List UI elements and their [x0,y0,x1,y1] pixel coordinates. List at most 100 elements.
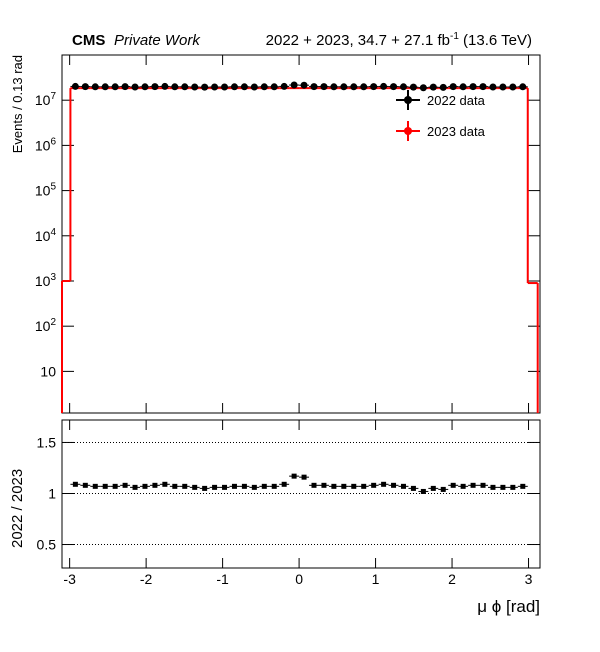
data-point [101,83,109,91]
ratio-point [391,482,397,488]
chart-subtitle: Private Work [114,32,201,49]
ratio-point [92,483,98,489]
data-point [280,82,288,90]
y-tick-label: 106 [35,136,57,153]
data-point [509,83,517,91]
data-point [519,83,527,91]
y-tick-label: 10 [40,363,56,379]
chart-title: CMS [72,32,105,49]
ratio-point [490,484,496,490]
ratio-point [331,483,337,489]
data-point [300,81,308,89]
data-point [81,83,89,91]
x-tick-label: 3 [525,571,533,587]
ratio-point [212,484,218,490]
data-point [211,83,219,91]
ratio-point [480,482,486,488]
y-axis-label: 2022 / 2023 [9,469,26,548]
ratio-point [182,483,188,489]
data-point [469,83,477,91]
ratio-point [281,481,287,487]
ratio-point [460,483,466,489]
ratio-point [102,483,108,489]
ratio-point [321,482,327,488]
data-point [390,83,398,91]
legend-marker [404,127,412,135]
y-tick-label: 105 [35,182,57,199]
data-point [141,83,149,91]
legend-label: 2022 data [427,93,486,108]
data-point [240,83,248,91]
ratio-point [241,483,247,489]
ratio-point [510,484,516,490]
ratio-point [450,482,456,488]
ratio-point [420,488,426,494]
y-tick-label: 1 [48,485,56,501]
x-tick-label: 1 [372,571,380,587]
ratio-point [222,484,228,490]
ratio-point [520,483,526,489]
data-point [171,83,179,91]
ratio-point [142,483,148,489]
y-tick-label: 104 [35,227,57,244]
data-point [71,82,79,90]
ratio-point [351,483,357,489]
data-point [449,83,457,91]
data-point [360,83,368,91]
data-point [479,83,487,91]
data-point [191,83,199,91]
y-tick-label: 103 [35,272,57,289]
ratio-frame [61,419,541,569]
data-point [370,83,378,91]
data-point [151,83,159,91]
ratio-point [400,483,406,489]
ratio-point [192,484,198,490]
ratio-point [410,485,416,491]
data-point [429,83,437,91]
data-point [459,83,467,91]
data-point [161,82,169,90]
ratio-point [371,482,377,488]
ratio-point [381,481,387,487]
data-point [439,83,447,91]
data-point [131,83,139,91]
y-tick-label: 0.5 [37,537,57,553]
ratio-point [112,483,118,489]
data-point [499,83,507,91]
data-point [250,83,258,91]
ratio-point [301,474,307,480]
ratio-point [172,483,178,489]
data-point [489,83,497,91]
ratio-point [341,483,347,489]
ratio-point [132,484,138,490]
data-point [380,82,388,90]
legend-label: 2023 data [427,124,486,139]
data-point [320,83,328,91]
x-axis-label: μ ϕ [rad] [477,597,540,616]
data-point [419,84,427,92]
legend-marker [404,96,412,104]
ratio-point [361,483,367,489]
data-point [260,83,268,91]
data-point [221,83,229,91]
y-axis-label: Events / 0.13 rad [10,55,25,153]
ratio-point [152,482,158,488]
x-tick-label: -2 [140,571,153,587]
ratio-point [271,483,277,489]
plot-frame [61,54,541,414]
ratio-point [291,473,297,479]
data-point [330,83,338,91]
data-point [290,81,298,89]
ratio-point [261,483,267,489]
ratio-point [202,485,208,491]
ratio-point [162,481,168,487]
ratio-point [72,481,78,487]
data-point [121,83,129,91]
y-tick-label: 1.5 [37,434,57,450]
x-tick-label: -3 [63,571,76,587]
data-point [340,83,348,91]
ratio-point [470,482,476,488]
ratio-point [82,482,88,488]
